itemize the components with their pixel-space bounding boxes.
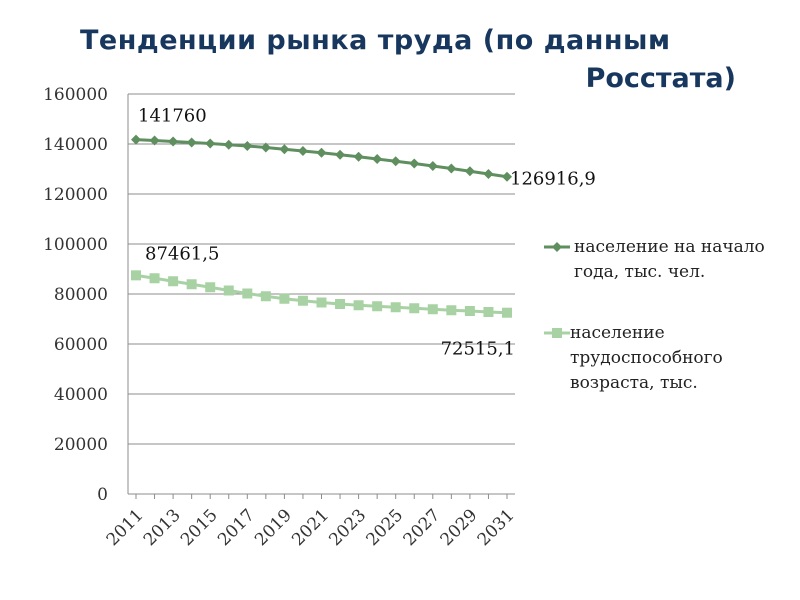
data-label: 87461,5 [145, 243, 219, 264]
legend-swatch-marker [552, 242, 562, 252]
data-point [353, 300, 364, 311]
data-point [297, 295, 308, 306]
chart-title: Тенденции рынка труда (по данным Росстат… [60, 22, 760, 98]
data-point [390, 156, 401, 167]
data-point [279, 293, 290, 304]
data-point [242, 288, 253, 299]
data-point [483, 307, 494, 317]
data-point [335, 149, 346, 160]
data-point [149, 273, 160, 284]
data-point [186, 137, 197, 148]
data-point [316, 297, 327, 308]
legend-label: население [570, 323, 665, 343]
x-axis-tick-labels: 2011201320152017201920212023202520272029… [103, 505, 519, 550]
axes [127, 94, 515, 499]
x-tick-label: 2023 [325, 505, 370, 550]
gridlines [128, 93, 515, 445]
x-tick-label: 2025 [363, 505, 408, 550]
data-point [205, 138, 216, 149]
data-point [372, 154, 383, 164]
data-labels: 141760 126916,9 87461,5 72515,1 [138, 106, 596, 360]
data-point [483, 169, 494, 179]
data-label: 141760 [138, 106, 207, 127]
data-point [409, 158, 420, 169]
data-label: 126916,9 [510, 169, 596, 190]
y-tick-label: 80000 [54, 285, 108, 305]
x-tick-label: 2019 [251, 505, 296, 550]
y-tick-label: 100000 [43, 235, 108, 255]
data-point [223, 285, 234, 296]
x-tick-label: 2021 [288, 505, 333, 550]
chart-title-line-1: Тенденции рынка труда (по данным [80, 25, 671, 56]
data-point [502, 171, 512, 182]
data-point [446, 305, 457, 316]
data-point [205, 282, 216, 293]
x-tick-label: 2011 [103, 505, 148, 550]
y-tick-label: 140000 [43, 135, 108, 155]
legend-label: возраста, тыс. [570, 373, 698, 393]
legend-label: трудоспособного [570, 348, 723, 368]
chart-title-line-2: Росстата) [585, 63, 736, 94]
legend-label: население на начало [574, 237, 765, 257]
data-point [297, 146, 308, 156]
data-point [223, 139, 234, 150]
data-label: 72515,1 [441, 339, 515, 360]
data-point [131, 134, 141, 145]
x-tick-label: 2017 [214, 505, 259, 550]
y-tick-label: 20000 [54, 435, 108, 455]
data-point [168, 136, 179, 147]
y-tick-label: 0 [97, 485, 108, 505]
data-point [168, 276, 179, 287]
data-point [260, 142, 271, 153]
data-point [446, 163, 457, 174]
data-point [409, 303, 420, 314]
data-point [316, 147, 327, 158]
data-point [131, 270, 141, 281]
data-point [372, 301, 383, 312]
legend-label: года, тыс. чел. [574, 262, 705, 282]
x-tick-label: 2013 [140, 505, 185, 550]
series-group [131, 134, 512, 318]
data-point [335, 299, 346, 309]
y-axis-tick-labels: 0 20000 40000 60000 80000 100000 120000 140000 1… [43, 85, 108, 505]
x-tick-label: 2029 [437, 505, 482, 550]
x-tick-label: 2031 [474, 505, 519, 550]
data-point [502, 307, 512, 318]
data-point [464, 306, 475, 316]
y-tick-label: 60000 [54, 335, 108, 355]
data-point [149, 135, 160, 146]
data-point [427, 304, 438, 315]
y-tick-label: 40000 [54, 385, 108, 405]
data-point [353, 151, 364, 162]
data-point [260, 291, 271, 302]
data-point [242, 141, 253, 151]
y-tick-label: 120000 [43, 185, 108, 205]
data-point [390, 302, 401, 313]
data-point [186, 279, 197, 290]
data-point [427, 161, 438, 171]
legend: население на начало года, тыс. чел. населе… [544, 237, 765, 393]
y-tick-label: 160000 [43, 85, 108, 105]
x-tick-label: 2015 [177, 505, 222, 550]
x-tick-label: 2027 [400, 505, 445, 550]
legend-swatch-marker [552, 328, 562, 338]
data-point [279, 144, 290, 155]
data-point [464, 166, 475, 177]
